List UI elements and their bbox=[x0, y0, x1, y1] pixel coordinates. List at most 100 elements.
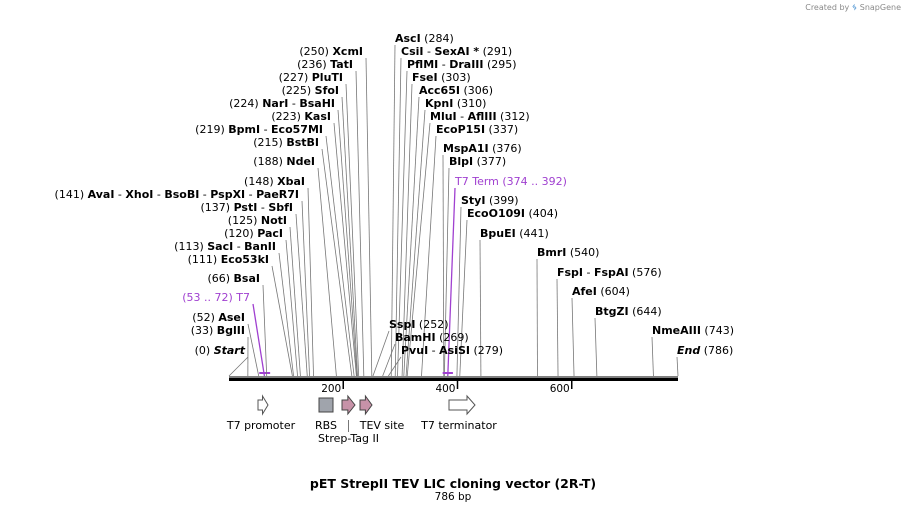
map-title: pET StrepII TEV LIC cloning vector (2R-T… bbox=[310, 476, 596, 491]
site-separator: - bbox=[438, 58, 449, 71]
site-name: T7 Term bbox=[454, 175, 499, 188]
site-name: SfoI bbox=[315, 84, 339, 97]
site-position: (66) bbox=[207, 272, 233, 285]
site-label-ndei: (188) NdeI bbox=[253, 155, 315, 168]
axis-ticks: 200 400 600 bbox=[321, 381, 573, 395]
site-name: XcmI bbox=[332, 45, 363, 58]
site-name-extra: DraIII bbox=[449, 58, 483, 71]
site-separator: - bbox=[457, 110, 468, 123]
site-label-nari: (224) NarI - BsaHI bbox=[229, 97, 335, 110]
site-name: KpnI bbox=[425, 97, 453, 110]
leader-line-end bbox=[676, 356, 679, 377]
site-position: (540) bbox=[566, 246, 599, 259]
credit-prefix: Created by bbox=[805, 3, 850, 12]
leader-line-btgzi bbox=[594, 317, 598, 377]
site-name: BsaI bbox=[234, 272, 260, 285]
site-name: TatI bbox=[330, 58, 353, 71]
site-position: (52) bbox=[192, 311, 218, 324]
site-separator: - bbox=[114, 188, 125, 201]
site-label-ssp1: SspI (252) bbox=[389, 318, 449, 331]
site-name: SacI bbox=[207, 240, 233, 253]
site-position: (219) bbox=[195, 123, 228, 136]
site-name: PvuI bbox=[401, 344, 428, 357]
leader-line-sfoi bbox=[341, 96, 358, 377]
site-position: (576) bbox=[629, 266, 662, 279]
site-label-xcmi: (250) XcmI bbox=[299, 45, 363, 58]
site-position: (743) bbox=[701, 324, 734, 337]
leader-line-t7term bbox=[447, 187, 456, 377]
site-separator: - bbox=[153, 188, 164, 201]
leader-line-avai bbox=[301, 200, 310, 377]
site-name: PacI bbox=[257, 227, 283, 240]
site-name: PstI bbox=[234, 201, 258, 214]
site-position: (291) bbox=[479, 45, 512, 58]
site-position: (113) bbox=[174, 240, 207, 253]
site-label-bmri: BmrI (540) bbox=[537, 246, 599, 259]
snapgene-credit: Created by ᛃ SnapGene bbox=[805, 3, 901, 13]
site-position: (269) bbox=[436, 331, 469, 344]
site-name: PluTI bbox=[312, 71, 343, 84]
site-position: (141) bbox=[55, 188, 88, 201]
site-label-tati: (236) TatI bbox=[297, 58, 353, 71]
leader-lines bbox=[228, 44, 679, 377]
site-name: T7 bbox=[235, 291, 250, 304]
site-name-extra: XhoI bbox=[125, 188, 153, 201]
leader-line-tati bbox=[355, 70, 365, 377]
leader-line-fspi bbox=[556, 278, 559, 377]
site-position: (33) bbox=[191, 324, 217, 337]
site-name: BglII bbox=[217, 324, 245, 337]
site-label-afei: AfeI (604) bbox=[572, 285, 630, 298]
site-position: (148) bbox=[244, 175, 277, 188]
site-name-extra: BsoBI bbox=[164, 188, 199, 201]
feature-label-t7-terminator: T7 terminator bbox=[420, 419, 497, 432]
site-position: (374 .. 392) bbox=[499, 175, 567, 188]
site-label-csii: CsiI - SexAI * (291) bbox=[401, 45, 512, 58]
site-name: NarI bbox=[262, 97, 288, 110]
site-name: FspI bbox=[557, 266, 583, 279]
site-name-extra: BsaHI bbox=[299, 97, 335, 110]
leader-line-pluti bbox=[345, 83, 360, 377]
site-position: (399) bbox=[485, 194, 518, 207]
site-position: (224) bbox=[229, 97, 262, 110]
leader-line-bpuei bbox=[479, 239, 482, 377]
site-label-kasi: (223) KasI bbox=[271, 110, 331, 123]
site-label-noti: (125) NotI bbox=[228, 214, 287, 227]
leader-line-ssp1 bbox=[372, 330, 390, 377]
leader-line-pvui bbox=[388, 356, 402, 377]
site-name: BtgZI bbox=[595, 305, 629, 318]
site-label-asci: AscI (284) bbox=[395, 32, 454, 45]
site-name: EcoP15I bbox=[436, 123, 485, 136]
site-separator: - bbox=[199, 188, 210, 201]
site-label-fspi: FspI - FspAI (576) bbox=[557, 266, 662, 279]
site-position: (252) bbox=[415, 318, 448, 331]
leader-line-bamhi bbox=[382, 343, 396, 377]
feature-label-tev-site: TEV site bbox=[359, 419, 405, 432]
site-name: CsiI bbox=[401, 45, 423, 58]
site-labels: (0) Start (33) BglII(52) AseI (53 .. 72) T… bbox=[55, 32, 734, 357]
feature-t7-promoter bbox=[257, 394, 269, 416]
leader-line-pflmi bbox=[397, 70, 408, 377]
site-name-extra: SexAI * bbox=[434, 45, 479, 58]
site-separator: - bbox=[423, 45, 434, 58]
site-name: NmeAIII bbox=[652, 324, 701, 337]
site-position: (223) bbox=[271, 110, 304, 123]
site-separator: - bbox=[260, 123, 271, 136]
site-label-paci: (120) PacI bbox=[224, 227, 283, 240]
leader-line-nmeaiii bbox=[651, 336, 654, 377]
site-label-xbai: (148) XbaI bbox=[244, 175, 305, 188]
site-position: (337) bbox=[485, 123, 518, 136]
site-position: (227) bbox=[279, 71, 312, 84]
site-label-kpni: KpnI (310) bbox=[425, 97, 486, 110]
site-name-extra: Eco57MI bbox=[271, 123, 323, 136]
tick-label: 200 bbox=[321, 383, 341, 395]
site-label-end: End (786) bbox=[677, 344, 733, 357]
site-position: (295) bbox=[484, 58, 517, 71]
site-label-bsai: (66) BsaI bbox=[207, 272, 260, 285]
site-position: (404) bbox=[525, 207, 558, 220]
site-label-pluti: (227) PluTI bbox=[279, 71, 343, 84]
site-position: (137) bbox=[200, 201, 233, 214]
site-position: (284) bbox=[421, 32, 454, 45]
snapgene-logo-icon: ᛃ bbox=[851, 3, 858, 13]
site-separator: - bbox=[245, 188, 256, 201]
site-name: KasI bbox=[304, 110, 331, 123]
